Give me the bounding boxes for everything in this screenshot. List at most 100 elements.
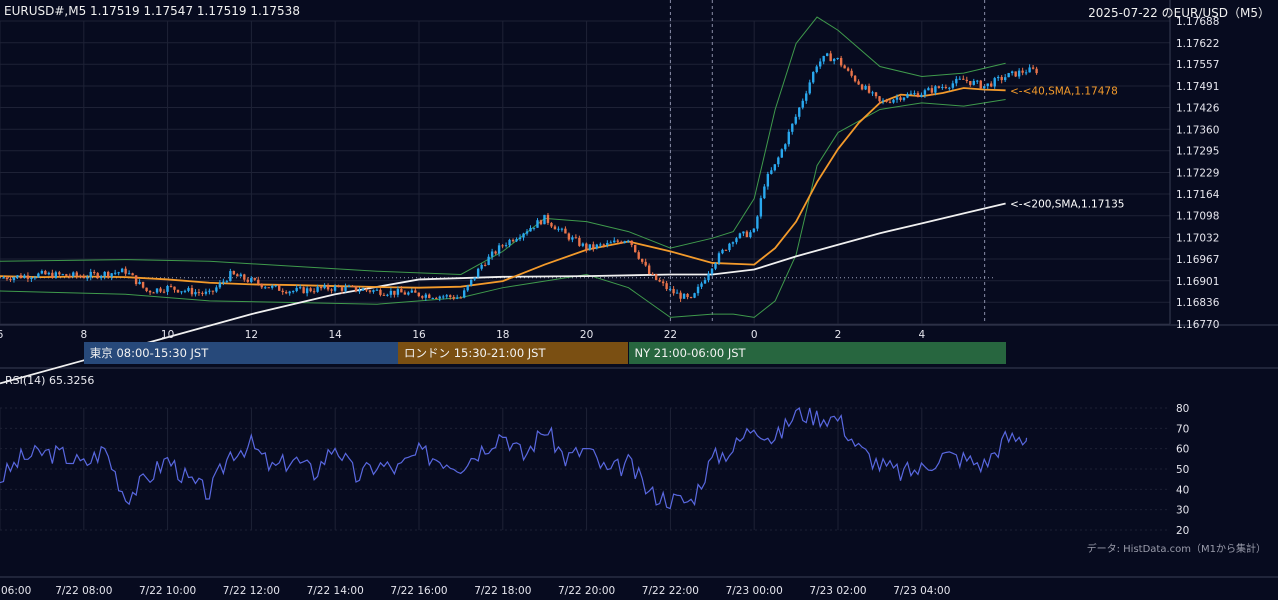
candle-body [330,289,333,291]
candle-body [176,289,180,293]
candle-body [602,244,606,246]
candle-body [267,287,270,289]
rsi-tick-label: 50 [1176,464,1189,476]
candle-body [916,93,920,97]
candle-body [264,287,267,289]
date-tick-label: 7/22 22:00 [642,585,699,597]
candle-body [361,289,365,291]
candle-body [606,243,609,245]
candle-body [557,228,560,230]
candle-body [721,249,724,254]
candle-body [899,97,902,100]
candle-body [860,84,864,90]
candle-body [428,294,431,299]
candle-body [166,285,169,292]
candle-body [881,100,885,102]
candle-body [393,290,396,295]
hour-tick-label: 20 [580,329,593,341]
candle-body [543,214,546,225]
candle-body [682,293,686,299]
candle-body [47,272,51,275]
candle-body [564,228,567,234]
candle-body [665,283,668,290]
rsi-panel: 80 70 60 50 40 30 20 [0,403,1189,537]
candle-body [368,290,372,292]
candle-body [204,291,208,294]
rsi-label: RSI(14) 65.3256 [5,374,95,387]
candle-body [148,291,152,293]
candle-body [113,272,117,274]
rsi-line [0,406,1028,510]
candle-body [494,251,497,254]
candle-body [309,288,312,292]
candle-body [567,233,571,240]
candle-body [728,243,731,251]
candle-body [155,288,159,293]
candle-body [518,237,522,240]
candle-body [784,144,787,150]
candle-body [909,93,913,95]
candle-body [30,278,33,280]
candle-body [120,268,124,273]
candle-body [19,275,23,279]
date-tick-label: 7/23 04:00 [893,585,950,597]
candle-body [86,277,89,279]
candle-body [44,270,47,275]
candle-body [232,271,236,275]
price-tick-label: 1.17426 [1176,102,1220,114]
candle-body [616,240,619,242]
candle-body [159,288,162,292]
candle-body [927,88,930,91]
candle-body [941,87,944,89]
candle-body [613,240,616,243]
candle-body [117,272,120,274]
candle-body [312,291,316,293]
candle-body [82,276,85,279]
candle-body [421,296,424,298]
candle-body [466,285,469,291]
candle-body [972,80,975,85]
candle-body [215,287,218,292]
sma200-line [0,202,1006,385]
candle-body [33,277,37,279]
date-tick-label: 7/22 10:00 [139,585,196,597]
candle-body [825,53,829,56]
candle-body [707,273,710,281]
candle-body [476,268,480,278]
candle-body [375,289,379,291]
candle-body [773,164,777,171]
candle-body [836,57,839,59]
candle-body [770,170,773,174]
price-tick-label: 1.16836 [1176,297,1220,309]
rsi-tick-label: 40 [1176,484,1189,496]
candle-body [930,88,934,93]
candle-body [839,57,843,66]
candle-body [162,291,166,293]
candle-body [787,131,790,145]
rsi-tick-label: 60 [1176,444,1189,456]
bollinger-upper-line [0,16,1006,275]
candle-body [654,274,658,280]
candle-body [864,85,867,90]
candle-body [749,232,752,238]
candle-body [365,289,368,291]
date-tick-label: 7/22 16:00 [390,585,447,597]
symbol-ohlc-header: EURUSD#,M5 1.17519 1.17547 1.17519 1.175… [4,4,300,18]
candle-body [846,68,850,71]
candle-body [288,291,291,294]
candle-body [449,295,452,298]
candle-body [103,271,106,277]
candle-body [5,277,9,280]
candle-body [812,72,815,83]
candle-body [962,78,965,80]
candle-body [424,294,428,298]
candle-body [1017,70,1021,77]
hour-tick-label: 12 [245,329,258,341]
date-axis: 06:00 7/22 08:00 7/22 10:00 7/22 12:00 7/22 … [1,585,950,597]
candle-body [627,240,630,242]
candle-body [752,228,756,233]
candle-body [127,273,131,275]
candle-body [218,282,222,288]
candle-body [211,290,215,292]
